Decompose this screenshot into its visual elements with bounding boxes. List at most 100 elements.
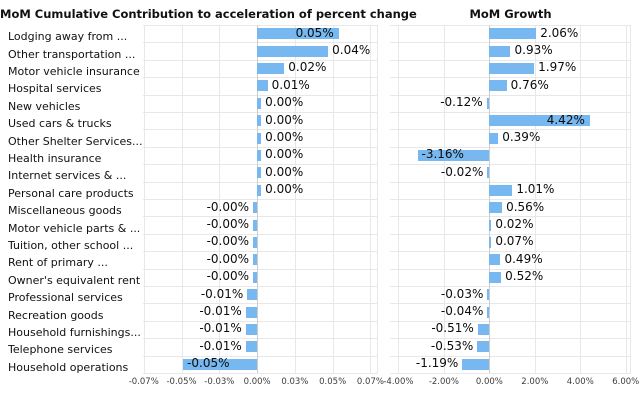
bar-value-label: 0.00% (265, 147, 304, 162)
gridline (143, 60, 378, 61)
gridline (390, 77, 631, 78)
gridline (444, 25, 445, 373)
gridline (390, 129, 631, 130)
gridline (390, 199, 631, 200)
category-label: Health insurance (8, 152, 102, 165)
x-tick-label: -0.07% (128, 377, 159, 387)
gridline (390, 95, 631, 96)
bar (253, 271, 258, 283)
gridline (143, 269, 378, 270)
gridline (143, 25, 378, 26)
x-tick-label: 0.05% (319, 377, 347, 387)
bar-value-label: -0.03% (440, 286, 484, 301)
bar-value-label: 0.93% (514, 42, 553, 57)
bar-value-label: 0.00% (265, 182, 304, 197)
bar-value-label: -0.01% (199, 338, 242, 353)
gridline (143, 338, 378, 339)
gridline (182, 25, 183, 373)
bar (257, 97, 262, 109)
x-tick-label: 4.00% (566, 377, 594, 387)
category-label: Household furnishings... (8, 326, 141, 339)
x-tick-label: 0.00% (243, 377, 271, 387)
x-tick-label: 6.00% (612, 377, 640, 387)
gridline (390, 251, 631, 252)
gridline (143, 95, 378, 96)
bar (487, 306, 490, 318)
bar (462, 358, 490, 370)
bar-value-label: 0.00% (265, 112, 304, 127)
x-tick-label: -0.05% (166, 377, 197, 387)
x-tick-label: 0.07% (356, 377, 384, 387)
bar-value-label: -0.01% (200, 286, 244, 301)
bar (253, 219, 258, 231)
category-label: Used cars & trucks (8, 117, 112, 131)
bar (183, 358, 258, 370)
bar-value-label: 0.04% (332, 42, 371, 57)
bar (487, 167, 490, 179)
x-tick-label: -2.00% (428, 377, 459, 387)
left-chart-plot: 0.05% 0.04% 0.02% 0.01% 0.00% 0.00% 0.00% 0.00%… (143, 25, 378, 374)
zero-line (257, 25, 258, 373)
category-label: Motor vehicle insurance (8, 65, 140, 78)
bar-value-label: -1.19% (415, 356, 459, 371)
category-label: Other transportation ... (8, 47, 136, 61)
gridline (390, 147, 631, 148)
gridline (390, 234, 631, 235)
gridline (143, 77, 378, 78)
bar-value-label: 2.06% (540, 25, 579, 40)
gridline (143, 42, 378, 43)
bar-value-label: 0.07% (495, 234, 534, 249)
bar (489, 115, 590, 127)
category-label: Hospital services (8, 82, 102, 96)
category-label: Recreation goods (8, 308, 104, 322)
bar (486, 97, 490, 109)
gridline (390, 286, 631, 287)
bar-value-label: 0.05% (295, 25, 334, 40)
plot-border (630, 25, 631, 373)
bar-value-label: -0.05% (187, 356, 230, 371)
bar-value-label: -0.02% (440, 164, 484, 179)
category-label: Professional services (8, 291, 123, 305)
gridline (626, 25, 627, 373)
gridline (143, 182, 378, 183)
bar-value-label: 0.76% (510, 77, 549, 92)
bar-value-label: 1.01% (516, 182, 555, 197)
bar-value-label: 1.97% (538, 60, 577, 75)
gridline (143, 112, 378, 113)
gridline (390, 338, 631, 339)
gridline (143, 129, 378, 130)
bar (253, 202, 258, 214)
bar (257, 45, 329, 57)
category-label: Lodging away from ... (8, 30, 128, 44)
bar-value-label: -0.51% (431, 321, 474, 336)
gridline (144, 25, 145, 373)
gridline (143, 303, 378, 304)
bar (257, 132, 262, 144)
bar-value-label: -0.53% (430, 338, 474, 353)
bar (257, 80, 268, 92)
bar-value-label: -0.00% (206, 251, 250, 266)
category-label: Motor vehicle parts & ... (8, 221, 141, 235)
bar-value-label: 0.02% (288, 60, 327, 75)
gridline (143, 164, 378, 165)
gridline (390, 25, 631, 26)
bar-value-label: 0.02% (495, 216, 534, 231)
zero-line (489, 25, 490, 373)
bar (489, 132, 499, 144)
gridline (390, 321, 631, 322)
gridline (333, 25, 334, 373)
gridline (143, 356, 378, 357)
bar (245, 341, 258, 353)
bar (477, 324, 490, 335)
gridline (390, 303, 631, 304)
bar (257, 150, 262, 161)
bar (257, 184, 262, 196)
gridline (390, 112, 631, 113)
gridline (370, 25, 371, 373)
bar (247, 289, 258, 301)
category-label: Tuition, other school ... (8, 239, 134, 252)
gridline (390, 373, 631, 374)
bar (489, 219, 492, 231)
bar-value-label: -3.16% (421, 147, 464, 162)
